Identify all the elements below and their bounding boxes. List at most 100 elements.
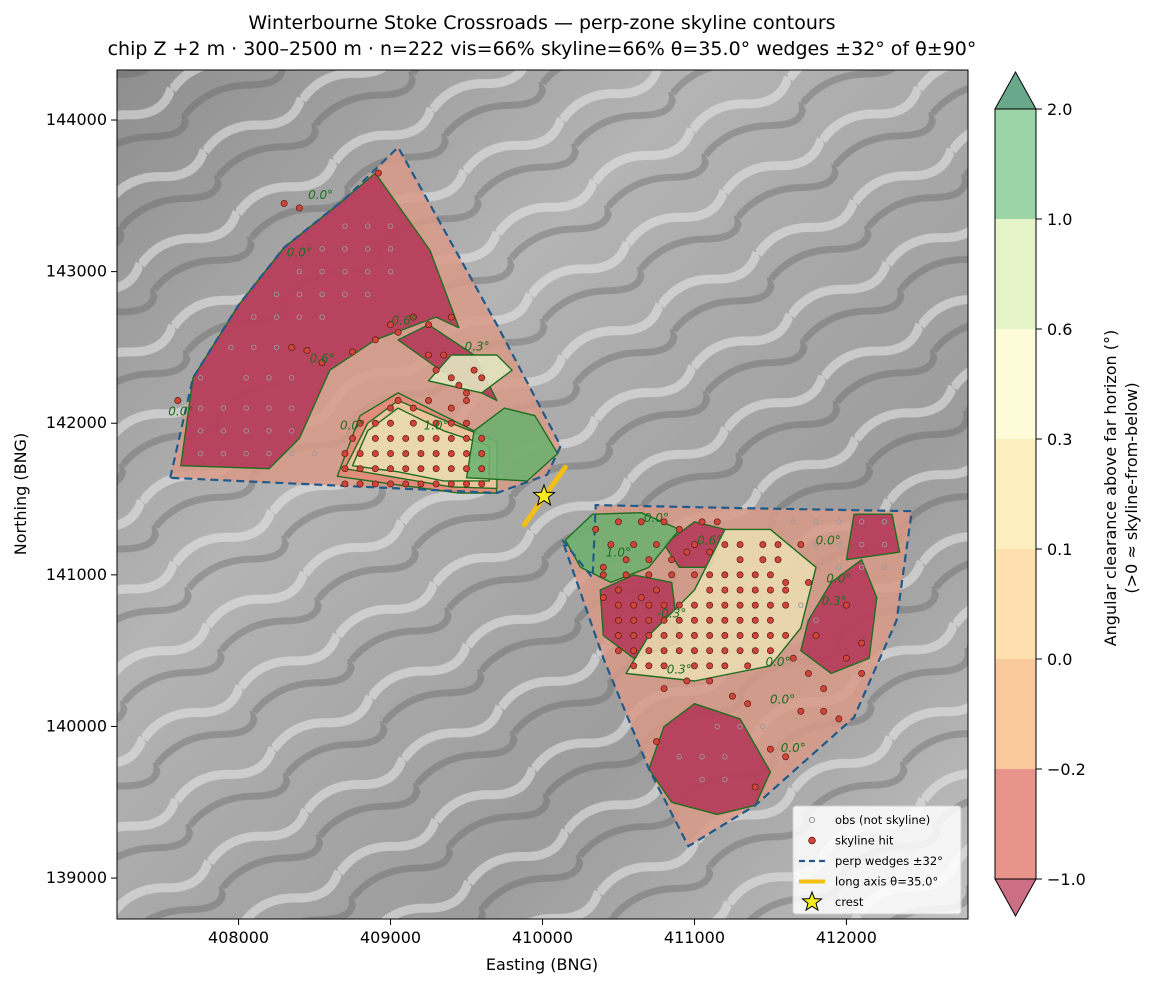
- skyline-hit-point: [774, 556, 782, 564]
- skyline-hit-point: [341, 465, 349, 473]
- skyline-hit-point: [478, 374, 486, 382]
- colorbar-bin: [995, 549, 1036, 659]
- skyline-hit-point: [630, 541, 638, 548]
- colorbar-tick-label: 1.0: [1047, 210, 1072, 229]
- skyline-hit-point: [736, 616, 744, 624]
- skyline-hit-point: [371, 419, 379, 427]
- legend-marker-hit: [808, 836, 816, 845]
- skyline-hit-point: [356, 419, 364, 427]
- skyline-hit-point: [432, 419, 440, 427]
- skyline-hit-point: [447, 404, 455, 412]
- skyline-hit-point: [622, 556, 630, 564]
- skyline-hit-point: [356, 480, 364, 488]
- skyline-hit-point: [318, 359, 326, 367]
- skyline-hit-point: [394, 328, 402, 336]
- obs-point: [387, 268, 394, 275]
- skyline-hit-point: [447, 419, 455, 427]
- y-tick-label: 143000: [46, 262, 107, 281]
- x-axis-label: Easting (BNG): [486, 955, 598, 974]
- obs-point: [319, 314, 325, 320]
- skyline-hit-point: [660, 518, 668, 526]
- obs-point: [881, 541, 888, 548]
- obs-point: [289, 450, 295, 457]
- obs-point: [364, 246, 371, 252]
- skyline-hit-point: [615, 518, 622, 526]
- skyline-hit-point: [721, 541, 729, 548]
- obs-point: [243, 428, 249, 434]
- skyline-hit-point: [645, 571, 653, 579]
- skyline-hit-point: [645, 616, 653, 624]
- skyline-hit-point: [691, 601, 698, 609]
- obs-point: [289, 405, 295, 411]
- colorbar-tick-label: 0.3: [1047, 430, 1072, 449]
- skyline-hit-point: [463, 397, 470, 404]
- skyline-hit-point: [691, 571, 698, 579]
- skyline-hit-point: [387, 404, 394, 412]
- obs-point: [319, 291, 325, 298]
- skyline-hit-point: [675, 525, 683, 533]
- skyline-hit-point: [766, 571, 774, 579]
- skyline-hit-point: [706, 632, 714, 639]
- skyline-hit-point: [356, 450, 364, 458]
- contour-label: 0.0°: [781, 741, 806, 755]
- skyline-hit-point: [387, 419, 394, 427]
- legend-box: [792, 805, 962, 915]
- obs-point: [197, 428, 204, 434]
- contour-label: 1.0°: [606, 546, 631, 560]
- skyline-hit-point: [660, 601, 668, 609]
- skyline-hit-point: [371, 465, 379, 473]
- colorbar-tick-label: 0.6: [1047, 320, 1072, 339]
- skyline-hit-point: [432, 480, 440, 488]
- contour-label: 0.0°: [287, 245, 312, 259]
- colorbar-bin: [995, 219, 1036, 329]
- skyline-hit-point: [599, 594, 607, 602]
- obs-point: [676, 754, 683, 760]
- skyline-hit-point: [371, 434, 379, 442]
- obs-point: [798, 602, 804, 608]
- skyline-hit-point: [675, 601, 683, 609]
- skyline-hit-point: [706, 647, 714, 655]
- skyline-hit-point: [759, 541, 767, 548]
- skyline-hit-point: [637, 518, 645, 526]
- colorbar-tick-label: −0.2: [1047, 760, 1086, 779]
- skyline-hit-point: [630, 632, 638, 639]
- perp-wedges: [168, 145, 914, 848]
- obs-point: [722, 776, 728, 783]
- skyline-hit-point: [630, 662, 638, 670]
- y-tick-label: 142000: [46, 413, 107, 432]
- chart-title: Winterbourne Stoke Crossroads — perp-zon…: [248, 12, 835, 34]
- obs-point: [342, 291, 348, 298]
- skyline-hit-point: [463, 419, 470, 427]
- obs-point: [243, 375, 249, 381]
- obs-point: [364, 291, 371, 298]
- skyline-hit-point: [721, 571, 729, 579]
- skyline-hit-point: [751, 632, 759, 639]
- skyline-hit-point: [660, 685, 668, 693]
- legend-label: crest: [835, 895, 864, 909]
- skyline-hit-point: [691, 616, 698, 624]
- skyline-hit-point: [721, 632, 729, 639]
- skyline-hit-point: [706, 548, 714, 556]
- skyline-hit-point: [387, 321, 394, 329]
- skyline-hit-point: [432, 366, 440, 374]
- obs-point: [760, 723, 766, 730]
- x-tick-label: 408000: [208, 928, 269, 947]
- obs-point: [881, 564, 888, 571]
- skyline-hit-point: [782, 753, 790, 761]
- skyline-hit-point: [425, 351, 432, 359]
- skyline-hit-point: [736, 601, 744, 609]
- colorbar-bin: [995, 659, 1036, 769]
- colorbar-tick-label: 2.0: [1047, 100, 1072, 119]
- skyline-hit-point: [751, 586, 759, 594]
- skyline-hit-point: [417, 465, 425, 473]
- chart-subtitle: chip Z +2 m · 300–2500 m · n=222 vis=66%…: [108, 38, 977, 60]
- colorbar-label: Angular clearance above far horizon (°): [1101, 330, 1120, 647]
- obs-point: [197, 405, 204, 411]
- obs-point: [699, 754, 705, 760]
- skyline-hit-point: [744, 700, 752, 708]
- contour-label: 0.6°: [310, 352, 335, 366]
- contour-label: 0.0°: [308, 188, 333, 202]
- skyline-hit-point: [463, 434, 470, 442]
- obs-point: [858, 564, 865, 571]
- skyline-hit-point: [706, 571, 714, 579]
